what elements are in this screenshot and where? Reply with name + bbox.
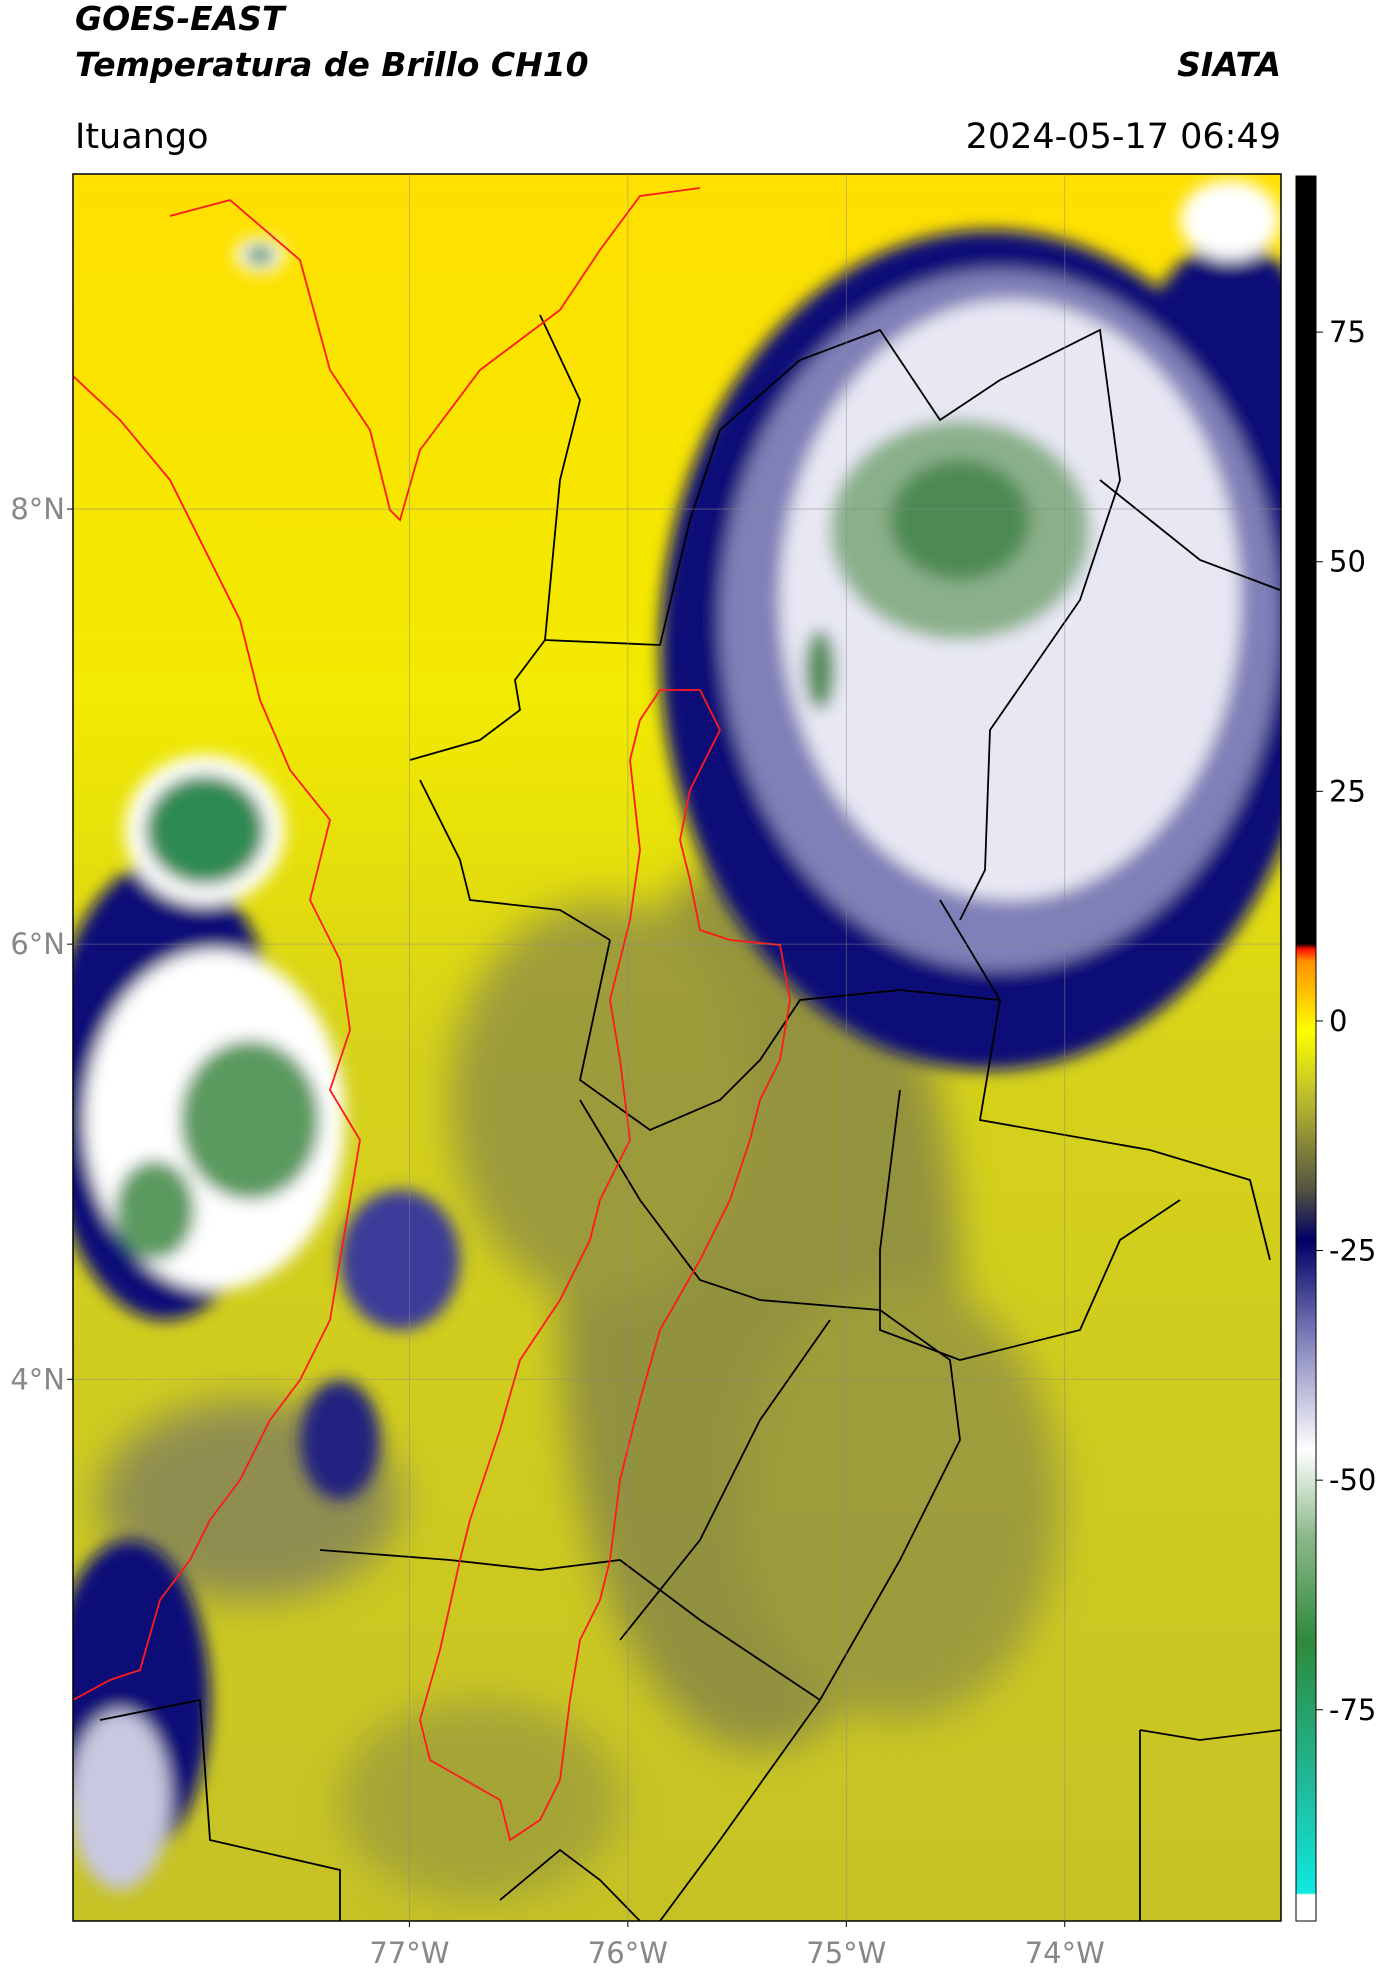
map-frame <box>72 173 1282 1922</box>
graticule <box>73 174 1281 1921</box>
x-tick-label: 77°W <box>369 1936 449 1970</box>
x-tick-label: 74°W <box>1025 1936 1105 1970</box>
satellite-image <box>73 174 1281 1921</box>
y-tick-label: 4°N <box>10 1362 65 1396</box>
title: GOES-EAST <box>75 0 287 38</box>
location: Ituango <box>75 117 209 157</box>
subtitle: Temperatura de Brillo CH10 <box>75 45 589 84</box>
x-tick-label: 76°W <box>588 1936 668 1970</box>
colorbar-tick-label: 75 <box>1329 315 1366 349</box>
datetime: 2024-05-17 06:49 <box>966 117 1281 157</box>
colorbar-tick-label: -50 <box>1329 1463 1376 1497</box>
y-tick-label: 6°N <box>10 927 65 961</box>
source: SIATA <box>1177 45 1281 84</box>
colorbar-tick-label: -75 <box>1329 1693 1376 1727</box>
colorbar <box>1295 175 1317 1922</box>
colorbar-tick-label: 0 <box>1329 1004 1347 1038</box>
colorbar-tick-label: -25 <box>1329 1234 1376 1268</box>
colorbar-tick-label: 25 <box>1329 774 1366 808</box>
colorbar-tick-label: 50 <box>1329 545 1366 579</box>
x-tick-label: 75°W <box>806 1936 886 1970</box>
y-tick-label: 8°N <box>10 492 65 526</box>
